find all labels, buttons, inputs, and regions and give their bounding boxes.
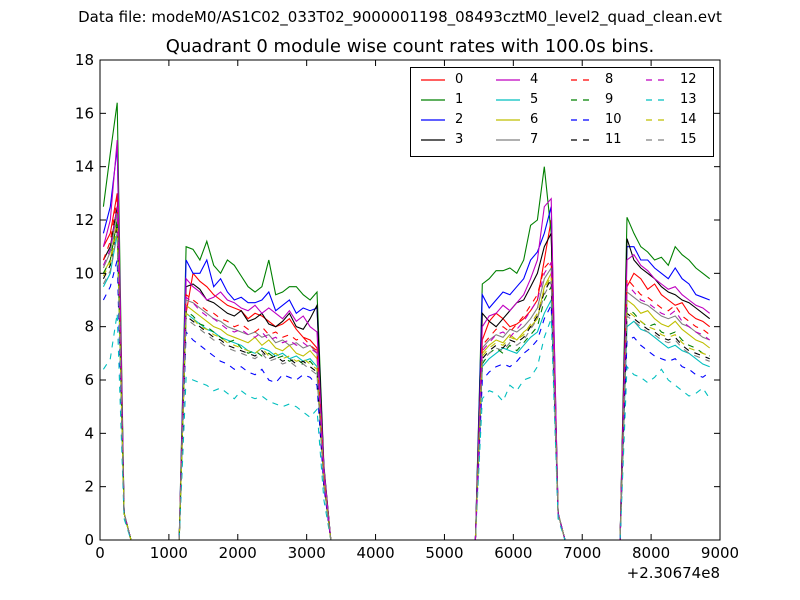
x-tick-label: 2000 [219, 544, 257, 562]
x-tick-label: 3000 [288, 544, 326, 562]
series-line-4 [102, 139, 711, 541]
series-line-1 [102, 102, 711, 541]
legend-label: 2 [455, 112, 464, 127]
y-tick-label: 16 [75, 104, 94, 122]
legend-label: 6 [530, 112, 539, 127]
chart-title: Quadrant 0 module wise count rates with … [165, 36, 655, 57]
plot-frame [99, 59, 721, 541]
x-tick-label: 6000 [494, 544, 532, 562]
x-tick-label: 0 [95, 544, 105, 562]
y-tick-label: 12 [75, 211, 94, 229]
x-tick-label: 9000 [701, 544, 739, 562]
legend-label: 0 [455, 72, 464, 87]
series-line-15 [102, 233, 710, 541]
legend-label: 15 [680, 132, 697, 147]
legend-label: 3 [455, 132, 464, 147]
legend: 0 1 2 3 4 5 6 7 8 9 10 11 12 13 14 15 [410, 67, 714, 157]
axis-layer: 0 1000 2000 3000 4000 5000 6000 7000 8000 9000 0 2 4… [75, 51, 739, 582]
legend-label: 12 [680, 72, 697, 87]
series-line-7 [102, 211, 710, 541]
legend-label: 11 [605, 132, 622, 147]
x-tick-label: 7000 [563, 544, 601, 562]
figure-suptitle: Data file: modeM0/AS1C02_033T02_90000011… [78, 8, 722, 26]
legend-label: 7 [530, 132, 539, 147]
x-tick-label: 1000 [150, 544, 188, 562]
y-tick-label: 2 [84, 478, 94, 496]
series-line-3 [102, 206, 711, 541]
series-line-2 [102, 147, 710, 541]
series-line-11 [102, 225, 710, 541]
series-line-13 [102, 313, 711, 541]
series-line-10 [102, 259, 711, 541]
series-line-14 [102, 227, 710, 541]
series-layer [102, 102, 711, 541]
x-offset-label: +2.30674e8 [627, 564, 720, 582]
x-tick-label: 8000 [632, 544, 670, 562]
y-tick-label: 10 [75, 264, 94, 282]
legend-label: 13 [680, 92, 697, 107]
series-line-5 [102, 233, 710, 541]
series-line-12 [102, 206, 711, 541]
y-tick-label: 6 [84, 371, 94, 389]
y-tick-label: 18 [75, 51, 94, 69]
legend-label: 4 [530, 72, 539, 87]
legend-label: 1 [455, 92, 464, 107]
y-tick-label: 14 [75, 158, 94, 176]
y-tick-label: 0 [84, 531, 94, 549]
series-line-8 [102, 198, 711, 541]
legend-label: 5 [530, 92, 539, 107]
legend-label: 9 [605, 92, 614, 107]
y-tick-label: 8 [84, 318, 94, 336]
series-line-0 [102, 193, 711, 541]
legend-label: 14 [680, 112, 697, 127]
y-tick-label: 4 [84, 424, 94, 442]
legend-label: 10 [605, 112, 622, 127]
x-tick-label: 5000 [425, 544, 463, 562]
legend-label: 8 [605, 72, 614, 87]
x-tick-label: 4000 [356, 544, 394, 562]
